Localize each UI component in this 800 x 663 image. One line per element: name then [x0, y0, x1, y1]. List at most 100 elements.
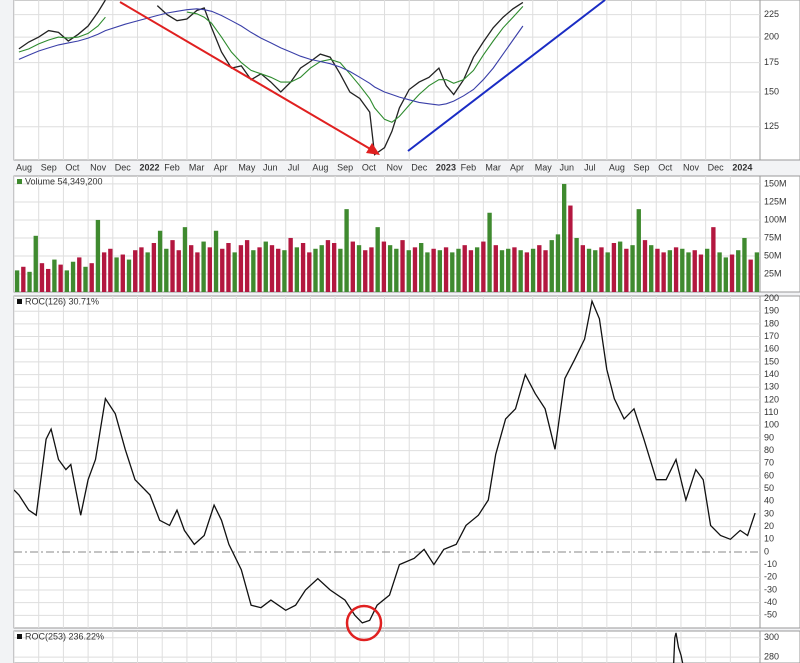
x-tick-label: Aug: [312, 162, 328, 172]
x-tick-label: Sep: [41, 162, 57, 172]
y-tick-label: 140: [764, 369, 779, 379]
volume-bar: [363, 250, 368, 292]
volume-bar: [624, 248, 629, 292]
volume-bar: [580, 245, 586, 292]
x-tick-label: Feb: [164, 162, 180, 172]
volume-bar: [70, 261, 76, 292]
panel-title: ROC(126) 30.71%: [25, 296, 99, 306]
y-tick-label: 50: [764, 483, 774, 493]
volume-bar: [599, 247, 604, 292]
axis-background: [759, 295, 800, 629]
volume-bar: [151, 243, 157, 292]
volume-bar: [537, 245, 542, 292]
x-tick-label: Nov: [387, 162, 404, 172]
volume-bar: [114, 257, 119, 292]
volume-bar: [46, 268, 51, 292]
axis-background: [759, 175, 800, 293]
y-tick-label: 150: [764, 86, 779, 96]
legend-swatch: [17, 299, 22, 304]
volume-bar: [120, 254, 125, 292]
x-tick-label: Sep: [634, 162, 650, 172]
volume-bar: [176, 250, 181, 292]
volume-bar: [630, 245, 635, 292]
annotations: [119, 0, 606, 642]
y-tick-label: 130: [764, 382, 779, 392]
volume-bar: [450, 252, 455, 292]
volume-bar: [711, 227, 716, 292]
y-tick-label: 20: [764, 521, 774, 531]
arrow-head: [366, 143, 380, 155]
volume-bar: [655, 248, 660, 292]
volume-bar: [555, 234, 561, 292]
volume-bar: [698, 254, 704, 292]
volume-bar: [170, 240, 175, 292]
volume-bar: [717, 252, 722, 292]
series-line: [14, 298, 756, 624]
volume-bar: [207, 247, 213, 292]
volume-bar: [419, 243, 424, 292]
x-tick-label: Sep: [337, 162, 353, 172]
volume-bar: [636, 209, 641, 292]
volume-bar: [369, 247, 374, 292]
volume-bar: [257, 247, 262, 292]
volume-bar: [443, 247, 449, 292]
volume-bar: [387, 245, 393, 292]
y-tick-label: -10: [764, 559, 777, 569]
axis-background: [759, 0, 800, 161]
y-tick-label: -40: [764, 597, 777, 607]
y-tick-label: 110: [764, 407, 778, 417]
volume-bar: [406, 250, 411, 292]
volume-bar: [195, 252, 200, 292]
x-tick-label: Dec: [411, 162, 428, 172]
volume-bar: [723, 257, 728, 292]
panel-background: [13, 295, 761, 629]
volume-bar: [39, 263, 45, 292]
volume-bar: [512, 247, 517, 292]
y-tick-label: 175: [764, 57, 779, 67]
volume-bar: [139, 247, 144, 292]
volume-bar: [394, 248, 399, 292]
volume-bar: [680, 248, 685, 292]
x-tick-label: Apr: [214, 162, 228, 172]
legend-swatch: [17, 179, 22, 184]
volume-bar: [319, 245, 324, 292]
volume-bar: [350, 241, 355, 292]
panel: [14, 296, 760, 628]
volume-bar: [145, 252, 150, 292]
y-tick-label: 280: [764, 652, 779, 662]
highlight-circle: [345, 604, 383, 642]
volume-bar: [487, 212, 492, 292]
volume-bar: [742, 237, 747, 292]
volume-bar: [506, 248, 511, 292]
volume-bar: [754, 252, 760, 292]
volume-bar: [232, 252, 237, 292]
y-tick-label: 225: [764, 9, 779, 19]
volume-bar: [89, 263, 94, 292]
volume-bar: [294, 247, 300, 292]
volume-bar: [313, 248, 318, 292]
y-tick-label: 200: [764, 293, 779, 303]
volume-bar: [692, 250, 697, 292]
volume-bar: [593, 250, 598, 292]
volume-bar: [21, 266, 26, 292]
y-tick-label: 80: [764, 445, 774, 455]
y-tick-label: 30: [764, 508, 774, 518]
volume-bar: [27, 271, 32, 292]
volume-bar: [33, 235, 38, 292]
series-line: [673, 632, 684, 663]
volume-bar: [14, 270, 20, 292]
volume-bar: [412, 247, 418, 292]
volume-bar: [238, 245, 244, 292]
y-tick-label: 75M: [764, 232, 782, 242]
volume-bar: [649, 245, 654, 292]
x-tick-label: Dec: [708, 162, 725, 172]
y-tick-label: 100M: [764, 214, 787, 224]
volume-bar: [611, 243, 617, 292]
volume-bar: [381, 241, 387, 292]
volume-bar: [269, 245, 275, 292]
y-tick-label: 60: [764, 470, 774, 480]
x-tick-label: Nov: [90, 162, 107, 172]
volume-bar: [481, 241, 486, 292]
volume-bar: [83, 266, 88, 292]
axis-background: [759, 630, 800, 663]
